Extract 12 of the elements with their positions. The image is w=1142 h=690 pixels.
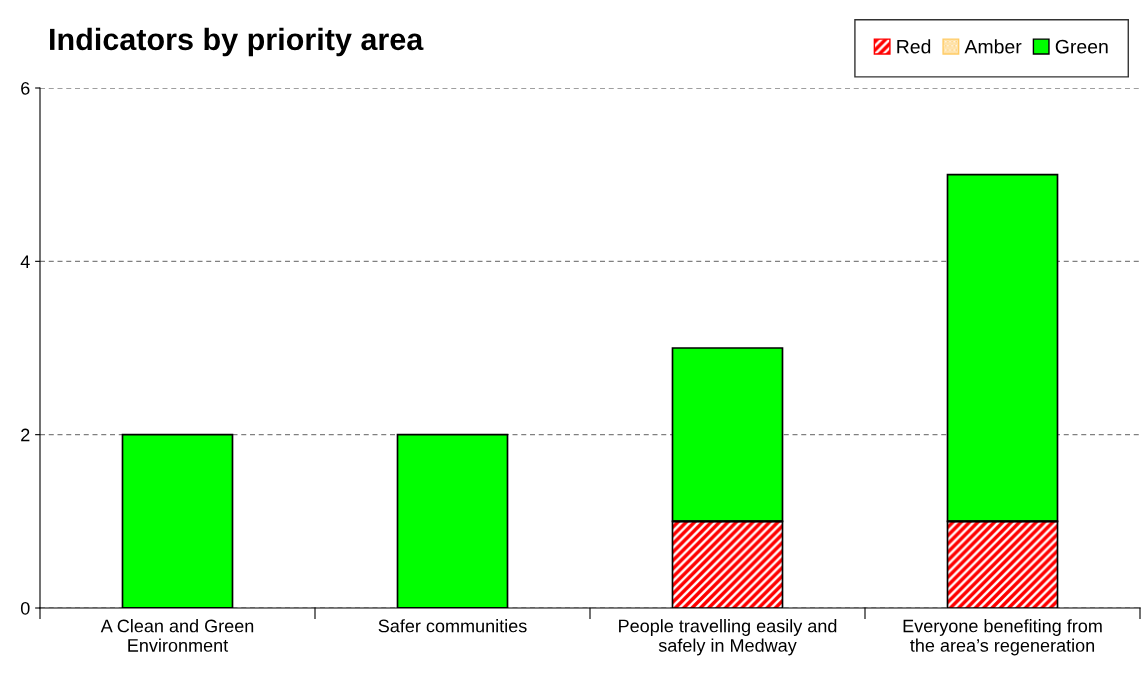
y-tick-label: 6 — [21, 81, 30, 95]
x-tick-label: People travelling easily and safely in Medway — [619, 619, 837, 656]
legend-label: Amber — [964, 39, 1022, 54]
chart-title: Indicators by priority area — [50, 27, 424, 57]
y-tick-label: 4 — [20, 255, 30, 268]
y-tick-label: 2 — [21, 428, 30, 442]
x-tick-label: Safer communities — [378, 619, 527, 633]
legend-label: Green — [1055, 39, 1108, 54]
x-tick-label: A Clean and Green Environment — [100, 619, 254, 652]
legend-label: Red — [897, 39, 931, 54]
y-tick-label: 0 — [20, 601, 30, 615]
x-tick-label: Everyone benefiting from the area’s regeneration — [903, 619, 1102, 656]
